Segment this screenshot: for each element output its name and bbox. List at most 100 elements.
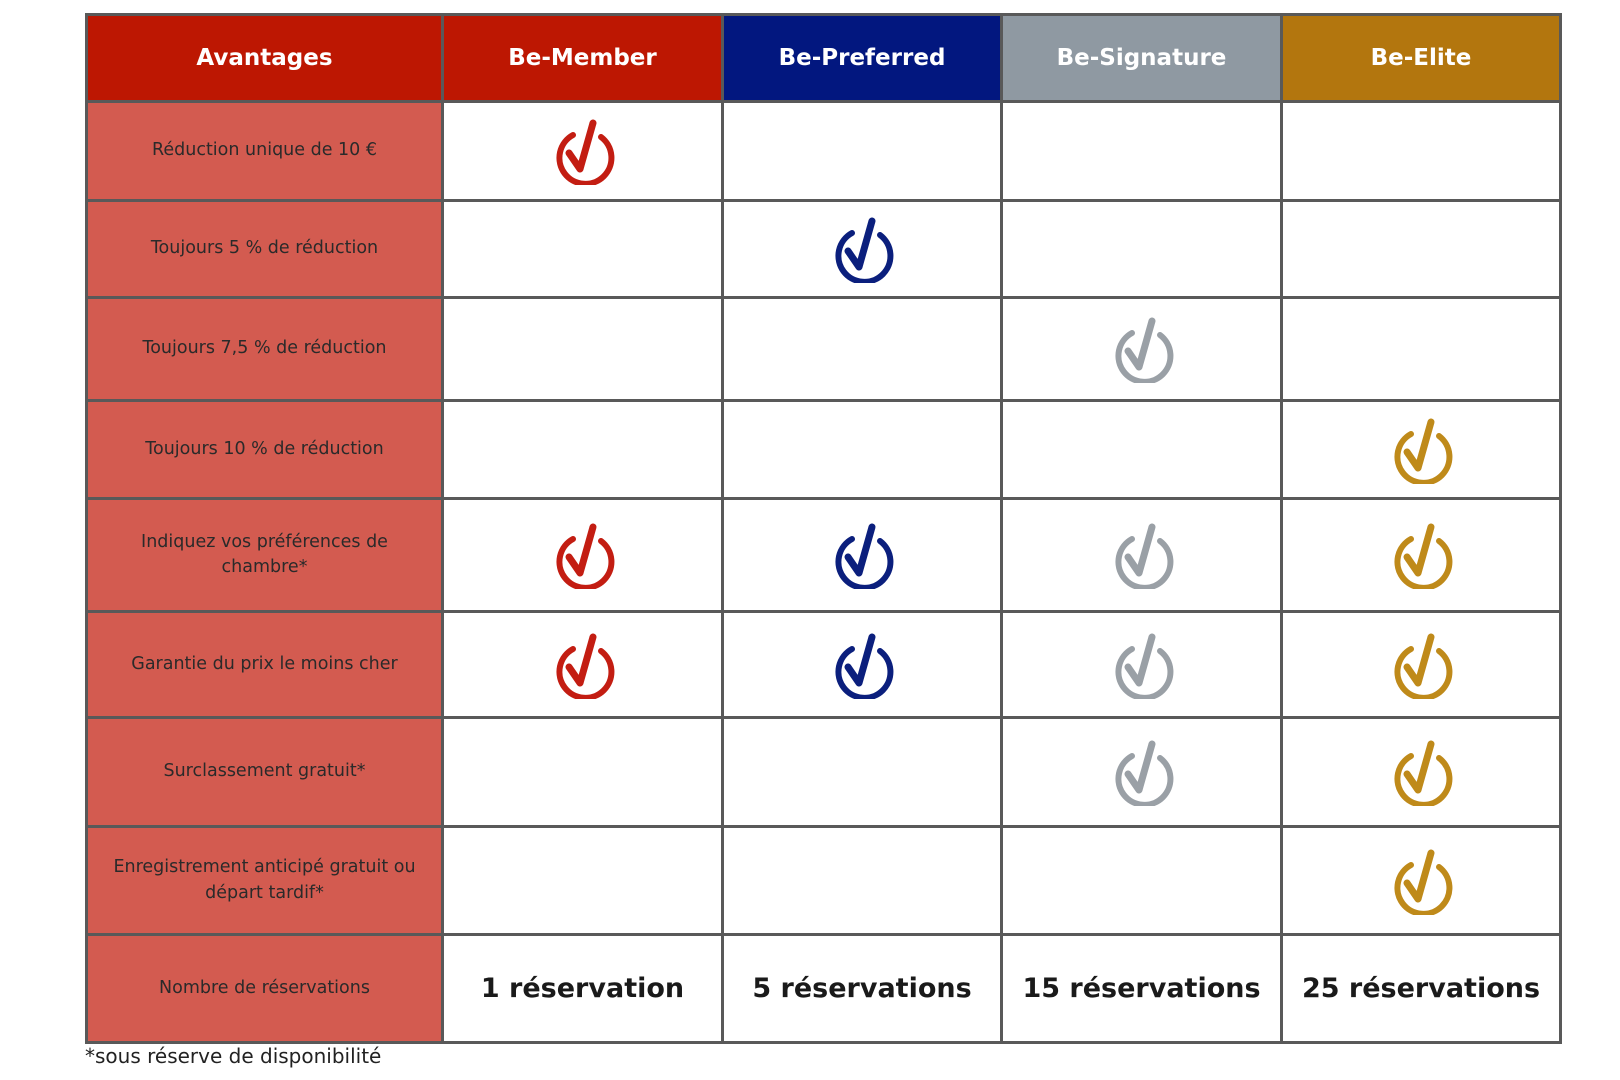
- check-icon: [1114, 523, 1173, 589]
- tier-cell: [1280, 296, 1562, 402]
- check-stroke: [555, 536, 614, 589]
- check-stroke: [1394, 645, 1453, 699]
- tier-cell: [1280, 610, 1562, 719]
- tier-cell: [1000, 399, 1283, 500]
- check-stroke: [1124, 317, 1155, 371]
- check-stroke: [565, 119, 596, 173]
- tier-cell: [441, 497, 724, 613]
- check-stroke: [565, 523, 596, 577]
- tier-cell: [1000, 296, 1283, 402]
- tier-cell: [1000, 716, 1283, 828]
- benefit-row: Réduction unique de 10 €: [85, 100, 1562, 202]
- header-cell: Be-Elite: [1280, 13, 1562, 103]
- summary-value: 1 réservation: [441, 933, 724, 1044]
- check-stroke: [1403, 849, 1435, 902]
- header-row: Avantages Be-Member Be-Preferred Be-Signatu…: [85, 13, 1562, 103]
- benefit-label: Réduction unique de 10 €: [85, 100, 444, 202]
- summary-value: 5 réservations: [721, 933, 1003, 1044]
- check-stroke: [555, 132, 614, 185]
- tier-cell: [721, 716, 1003, 828]
- benefit-row: Indiquez vos préférences de chambre*: [85, 497, 1562, 613]
- tier-cell: [1000, 199, 1283, 299]
- check-stroke: [1114, 536, 1173, 589]
- footnote: *sous réserve de disponibilité: [85, 1044, 382, 1068]
- benefit-label: Toujours 5 % de réduction: [85, 199, 444, 299]
- check-stroke: [1114, 330, 1173, 383]
- tier-cell: [1280, 716, 1562, 828]
- table-wrap: Avantages Be-Member Be-Preferred Be-Signatu…: [85, 13, 1562, 1044]
- tier-cell: [721, 610, 1003, 719]
- check-icon: [1114, 633, 1173, 699]
- tier-cell: [441, 610, 724, 719]
- check-stroke: [1403, 418, 1435, 471]
- benefit-label: Garantie du prix le moins cher: [85, 610, 444, 719]
- tier-cell: [441, 296, 724, 402]
- tier-cell: [1280, 399, 1562, 500]
- check-stroke: [555, 645, 614, 699]
- check-stroke: [835, 645, 894, 699]
- check-icon: [835, 633, 894, 699]
- benefit-row: Surclassement gratuit*: [85, 716, 1562, 828]
- tier-cell: [441, 825, 724, 936]
- check-icon: [1394, 849, 1453, 915]
- check-icon: [1394, 523, 1453, 589]
- check-stroke: [835, 536, 894, 589]
- check-stroke: [565, 633, 596, 686]
- tier-cell: [721, 399, 1003, 500]
- check-stroke: [1394, 536, 1453, 589]
- tier-cell: [721, 497, 1003, 613]
- check-icon: [835, 217, 894, 283]
- tier-cell: [441, 100, 724, 202]
- tier-cell: [721, 296, 1003, 402]
- tier-cell: [1000, 610, 1283, 719]
- check-icon: [1114, 317, 1173, 383]
- tier-cell: [1280, 497, 1562, 613]
- check-stroke: [1124, 633, 1155, 686]
- check-icon: [1394, 633, 1453, 699]
- tier-cell: [1280, 199, 1562, 299]
- check-stroke: [835, 230, 894, 283]
- benefit-row: Toujours 5 % de réduction: [85, 199, 1562, 299]
- tier-cell: [721, 100, 1003, 202]
- check-stroke: [844, 217, 876, 271]
- check-icon: [555, 633, 614, 699]
- tier-cell: [1000, 497, 1283, 613]
- tier-cell: [441, 716, 724, 828]
- check-stroke: [1394, 861, 1453, 915]
- benefit-label: Toujours 10 % de réduction: [85, 399, 444, 500]
- benefit-row: Toujours 7,5 % de réduction: [85, 296, 1562, 402]
- check-stroke: [1394, 430, 1453, 484]
- check-stroke: [1403, 740, 1435, 794]
- tier-cell: [441, 199, 724, 299]
- check-icon: [1394, 418, 1453, 484]
- header-cell: Be-Signature: [1000, 13, 1283, 103]
- benefit-label: Toujours 7,5 % de réduction: [85, 296, 444, 402]
- check-stroke: [844, 523, 876, 577]
- benefit-label: Surclassement gratuit*: [85, 716, 444, 828]
- tier-cell: [1280, 100, 1562, 202]
- check-stroke: [1403, 523, 1435, 577]
- check-stroke: [1124, 740, 1155, 794]
- tier-cell: [1280, 825, 1562, 936]
- check-icon: [1114, 740, 1173, 806]
- check-stroke: [1403, 633, 1435, 686]
- summary-value: 25 réservations: [1280, 933, 1562, 1044]
- tier-cell: [721, 199, 1003, 299]
- check-icon: [1394, 740, 1453, 806]
- tier-cell: [721, 825, 1003, 936]
- check-stroke: [1114, 753, 1173, 806]
- header-cell: Be-Preferred: [721, 13, 1003, 103]
- tier-cell: [1000, 100, 1283, 202]
- check-stroke: [1114, 645, 1173, 699]
- summary-value: 15 réservations: [1000, 933, 1283, 1044]
- benefit-label: Indiquez vos préférences de chambre*: [85, 497, 444, 613]
- check-stroke: [1124, 523, 1155, 577]
- check-icon: [835, 523, 894, 589]
- benefit-row: Garantie du prix le moins cher: [85, 610, 1562, 719]
- benefit-row: Toujours 10 % de réduction: [85, 399, 1562, 500]
- header-cell: Be-Member: [441, 13, 724, 103]
- header-cell: Avantages: [85, 13, 444, 103]
- comparison-table: Avantages Be-Member Be-Preferred Be-Signatu…: [85, 13, 1562, 1044]
- check-icon: [555, 523, 614, 589]
